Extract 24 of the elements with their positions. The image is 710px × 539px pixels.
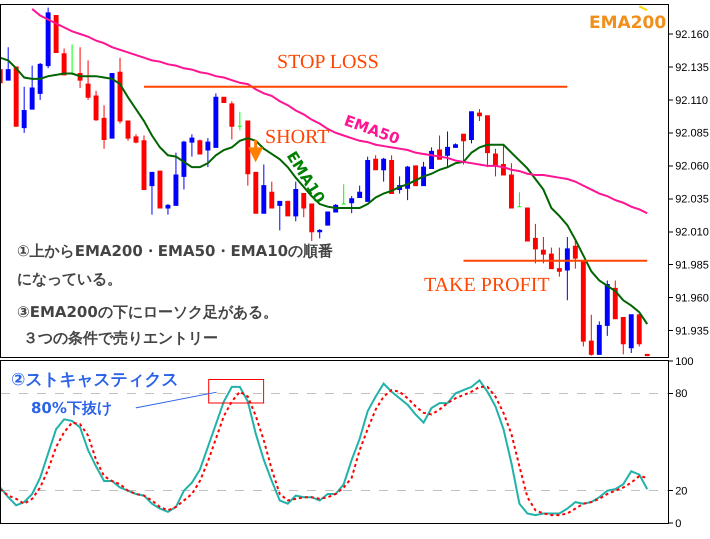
y-tick-label: 92.085 bbox=[675, 128, 709, 140]
annotation: になっている。 bbox=[17, 270, 122, 288]
annotation: ①上からEMA200・EMA50・EMA10の順番 bbox=[17, 242, 334, 260]
annotation: ３つの条件で売りエントリー bbox=[23, 329, 218, 347]
annotation: 80%下抜け bbox=[31, 399, 112, 417]
y-tick-label: 80 bbox=[675, 388, 688, 400]
y-tick-label: 91.935 bbox=[675, 325, 709, 338]
y-tick-label: 0 bbox=[675, 518, 682, 530]
y-tick-label: 92.035 bbox=[675, 194, 709, 206]
y-tick-label: 92.160 bbox=[675, 28, 709, 41]
y-tick-label: 92.060 bbox=[675, 160, 709, 173]
annotation: ②ストキャスティクス bbox=[11, 370, 178, 390]
series-label: EMA200 bbox=[589, 13, 666, 33]
y-tick-label: 91.960 bbox=[675, 292, 709, 305]
y-tick-label: 100 bbox=[675, 356, 694, 368]
y-tick-label: 92.135 bbox=[675, 62, 709, 74]
y-tick-label: 91.985 bbox=[675, 260, 709, 272]
series-label: TAKE PROFIT bbox=[424, 274, 550, 296]
annotation: SHORT bbox=[265, 126, 330, 148]
y-tick-label: 92.010 bbox=[675, 226, 709, 239]
y-tick-label: 92.110 bbox=[675, 94, 708, 107]
series-label: STOP LOSS bbox=[277, 51, 379, 73]
annotation: ③EMA200の下にローソク足がある。 bbox=[17, 303, 278, 321]
y-tick-label: 20 bbox=[675, 486, 688, 498]
